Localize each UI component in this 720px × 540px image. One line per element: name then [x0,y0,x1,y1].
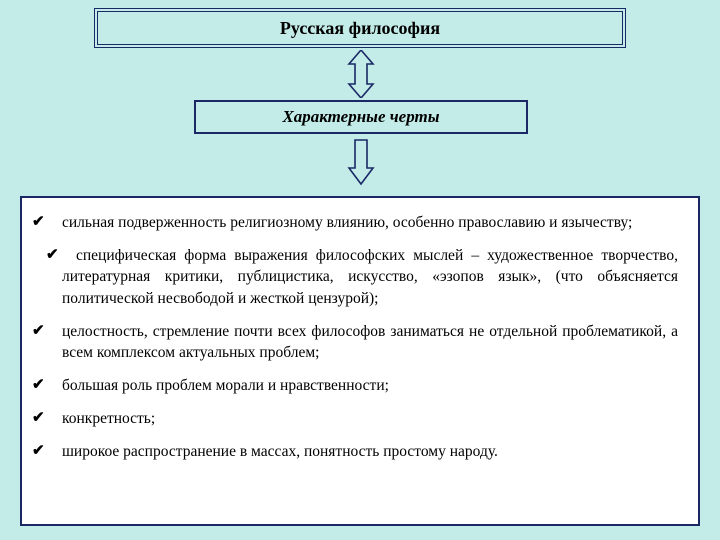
list-item: конкретность; [56,408,678,430]
subtitle-box: Характерные черты [194,100,528,134]
list-item: большая роль проблем морали и нравственн… [56,375,678,397]
list-item: целостность, стремление почти всех филос… [56,321,678,364]
bidirectional-arrow-icon [347,50,375,98]
subtitle-text: Характерные черты [282,107,439,127]
features-list: сильная подверженность религиозному влия… [56,212,678,462]
list-item: широкое распространение в массах, понятн… [56,441,678,463]
title-box: Русская философия [94,8,626,48]
title-text: Русская философия [280,18,440,39]
down-arrow-icon [347,138,375,186]
features-content-box: сильная подверженность религиозному влия… [20,196,700,526]
list-item: сильная подверженность религиозному влия… [56,212,678,234]
list-item: специфическая форма выражения философски… [56,245,678,310]
